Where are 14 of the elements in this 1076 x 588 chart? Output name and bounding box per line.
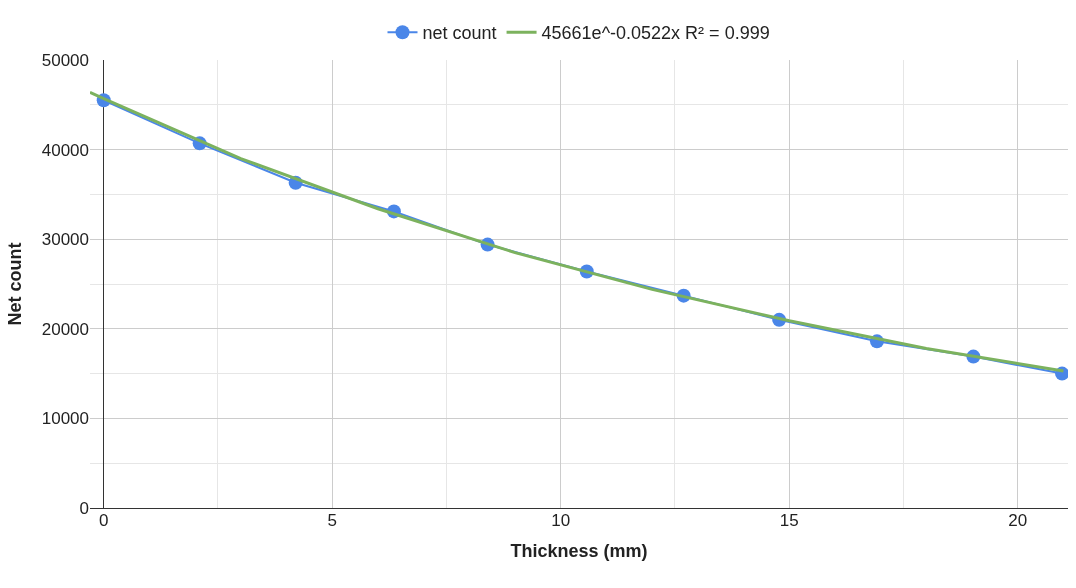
x-tick-label: 10 — [551, 511, 571, 530]
y-tick-label: 30000 — [41, 230, 89, 250]
x-tick-label: 20 — [1008, 511, 1028, 530]
legend-label: 45661e^-0.0522x R² = 0.999 — [541, 23, 770, 44]
y-tick-label: 20000 — [41, 319, 89, 339]
x-tick-label: 5 — [327, 511, 337, 530]
legend-label: net count — [422, 23, 497, 44]
y-axis-title: Net count — [4, 242, 25, 326]
x-axis-title: Thickness (mm) — [510, 541, 648, 562]
x-tick-label: 0 — [98, 511, 109, 530]
y-tick-label: 50000 — [41, 50, 89, 70]
y-tick-label: 40000 — [41, 140, 89, 160]
y-tick-label: 10000 — [41, 409, 89, 429]
x-tick-label: 15 — [779, 511, 799, 530]
